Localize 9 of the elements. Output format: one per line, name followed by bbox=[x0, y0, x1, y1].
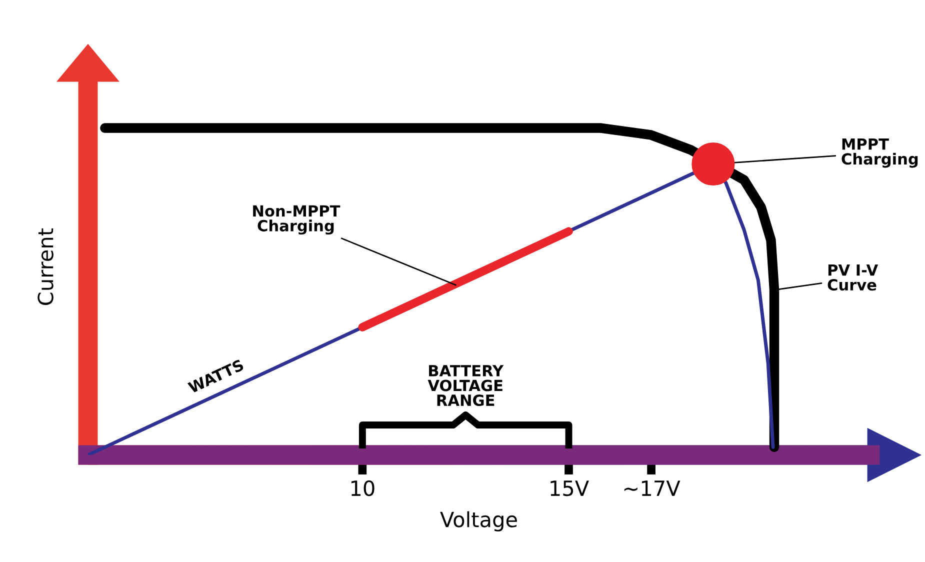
x-tick-label: ~17V bbox=[624, 480, 680, 496]
annotation: BATTERY VOLTAGE RANGE bbox=[428, 365, 504, 406]
annotation: PV I-V Curve bbox=[828, 264, 878, 291]
x-tick-label: 15V bbox=[550, 480, 589, 496]
y-axis-title: Current bbox=[38, 228, 54, 305]
x-axis-title: Voltage bbox=[440, 511, 517, 532]
annotation: Non-MPPT Charging bbox=[253, 205, 340, 235]
x-tick-label: 10 bbox=[351, 480, 374, 496]
annotation: MPPT Charging bbox=[842, 138, 918, 168]
